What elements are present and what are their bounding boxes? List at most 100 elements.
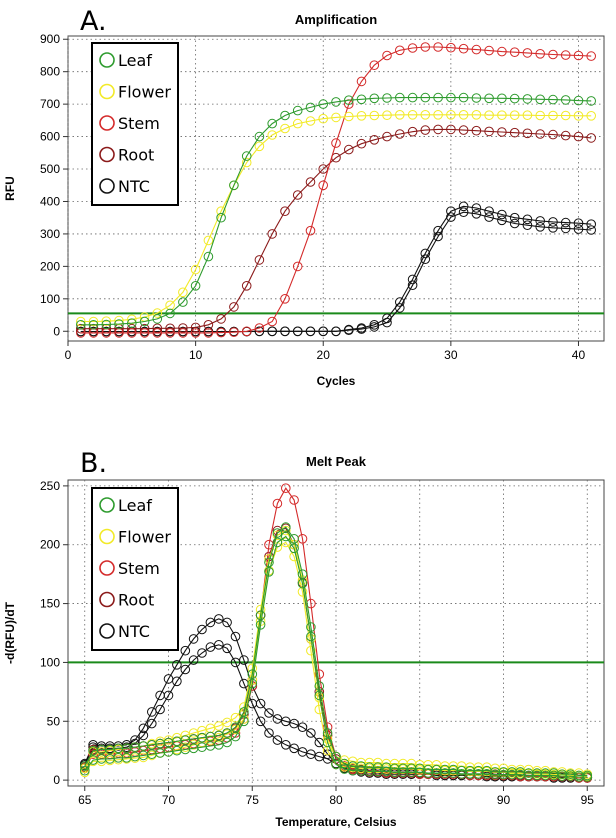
data-point-leaf [254, 131, 265, 142]
data-point-leaf [331, 759, 341, 770]
legend-marker-ntc [99, 623, 115, 639]
data-point-ntc [230, 631, 241, 642]
data-point-flower [484, 110, 494, 120]
data-point-flower [535, 110, 546, 121]
data-layer [68, 483, 604, 783]
data-point-flower [216, 206, 226, 216]
data-point-leaf [272, 528, 283, 538]
panel-letter: A. [80, 6, 107, 37]
data-point-ntc [458, 207, 469, 217]
data-point-leaf [314, 690, 325, 701]
x-axis-label: Cycles [317, 374, 356, 388]
data-point-leaf [222, 728, 232, 738]
data-point-ntc [180, 664, 191, 675]
data-point-stem [216, 327, 226, 338]
data-point-root [280, 206, 290, 216]
data-point-flower [395, 110, 405, 120]
data-point-leaf [241, 151, 252, 161]
data-point-stem [139, 328, 150, 338]
data-point-flower [407, 110, 418, 120]
data-point-ntc [509, 212, 520, 223]
data-point-flower [101, 316, 112, 327]
data-point-root [190, 322, 201, 333]
data-point-ntc [264, 708, 274, 718]
data-point-stem [509, 47, 520, 58]
data-point-ntc [289, 718, 299, 729]
legend-label-stem: Stem [118, 559, 160, 578]
data-point-leaf [229, 180, 239, 191]
data-point-leaf [446, 92, 456, 103]
data-point-ntc [497, 215, 507, 226]
data-point-ntc [522, 220, 533, 230]
data-point-ntc [197, 648, 207, 658]
data-point-ntc [497, 209, 507, 220]
legend-label-leaf: Leaf [118, 51, 152, 70]
data-point-stem [306, 598, 316, 609]
data-point-flower [114, 315, 124, 326]
data-point-root [229, 302, 239, 312]
y-tick-label: 200 [40, 538, 60, 552]
data-point-ntc [214, 640, 224, 650]
data-point-root [305, 177, 316, 187]
data-point-stem [254, 323, 265, 333]
data-point-root [471, 125, 482, 136]
data-point-ntc [267, 326, 278, 337]
data-point-leaf [165, 308, 175, 319]
data-point-stem [458, 43, 469, 54]
data-point-flower [458, 110, 469, 120]
legend: Leaf Flower Stem Root NTC [91, 487, 179, 651]
data-point-flower [331, 112, 341, 123]
data-point-flower [305, 116, 316, 126]
data-point-leaf [297, 578, 308, 589]
data-point-flower [241, 157, 252, 168]
legend-marker-stem [99, 560, 115, 576]
data-point-ntc [382, 317, 392, 328]
data-point-root [356, 138, 367, 149]
data-point-stem [407, 43, 418, 53]
data-point-ntc [305, 326, 316, 337]
legend-label-flower: Flower [118, 83, 171, 102]
y-tick-label: 250 [40, 479, 60, 493]
y-tick-label: 100 [40, 655, 60, 669]
data-point-flower [280, 123, 290, 134]
data-point-leaf [152, 314, 163, 324]
legend-marker-flower [99, 83, 115, 100]
data-point-stem [281, 483, 291, 494]
data-point-ntc [272, 735, 283, 745]
data-point-flower [522, 110, 533, 120]
data-point-root [292, 190, 303, 200]
data-point-stem [314, 669, 325, 680]
data-point-ntc [471, 209, 482, 219]
data-point-flower [497, 110, 507, 120]
data-point-leaf [522, 94, 533, 104]
data-point-root [560, 130, 571, 141]
data-point-stem [152, 328, 163, 338]
data-point-ntc [318, 326, 329, 337]
data-point-ntc [446, 212, 456, 222]
data-point-flower [76, 316, 86, 327]
data-point-stem [229, 327, 239, 338]
x-tick-label: 0 [65, 348, 72, 362]
data-point-leaf [190, 281, 201, 291]
x-tick-label: 40 [572, 348, 586, 362]
data-point-flower [446, 110, 456, 120]
data-point-leaf [314, 681, 325, 691]
data-point-leaf [582, 772, 593, 782]
data-point-leaf [586, 96, 597, 106]
data-point-leaf [281, 531, 291, 542]
data-point-ntc [239, 655, 249, 665]
data-point-stem [203, 328, 214, 338]
data-point-flower [152, 308, 163, 318]
legend-label-ntc: NTC [118, 622, 150, 641]
data-point-leaf [88, 320, 99, 330]
data-point-stem [484, 45, 494, 56]
legend-label-flower: Flower [118, 528, 171, 547]
data-point-ntc [180, 645, 191, 656]
data-point-leaf [178, 297, 188, 307]
data-point-flower [190, 264, 201, 275]
data-point-ntc [222, 617, 232, 628]
data-point-ntc [573, 224, 584, 234]
data-point-leaf [247, 669, 258, 680]
data-point-leaf [203, 251, 214, 262]
